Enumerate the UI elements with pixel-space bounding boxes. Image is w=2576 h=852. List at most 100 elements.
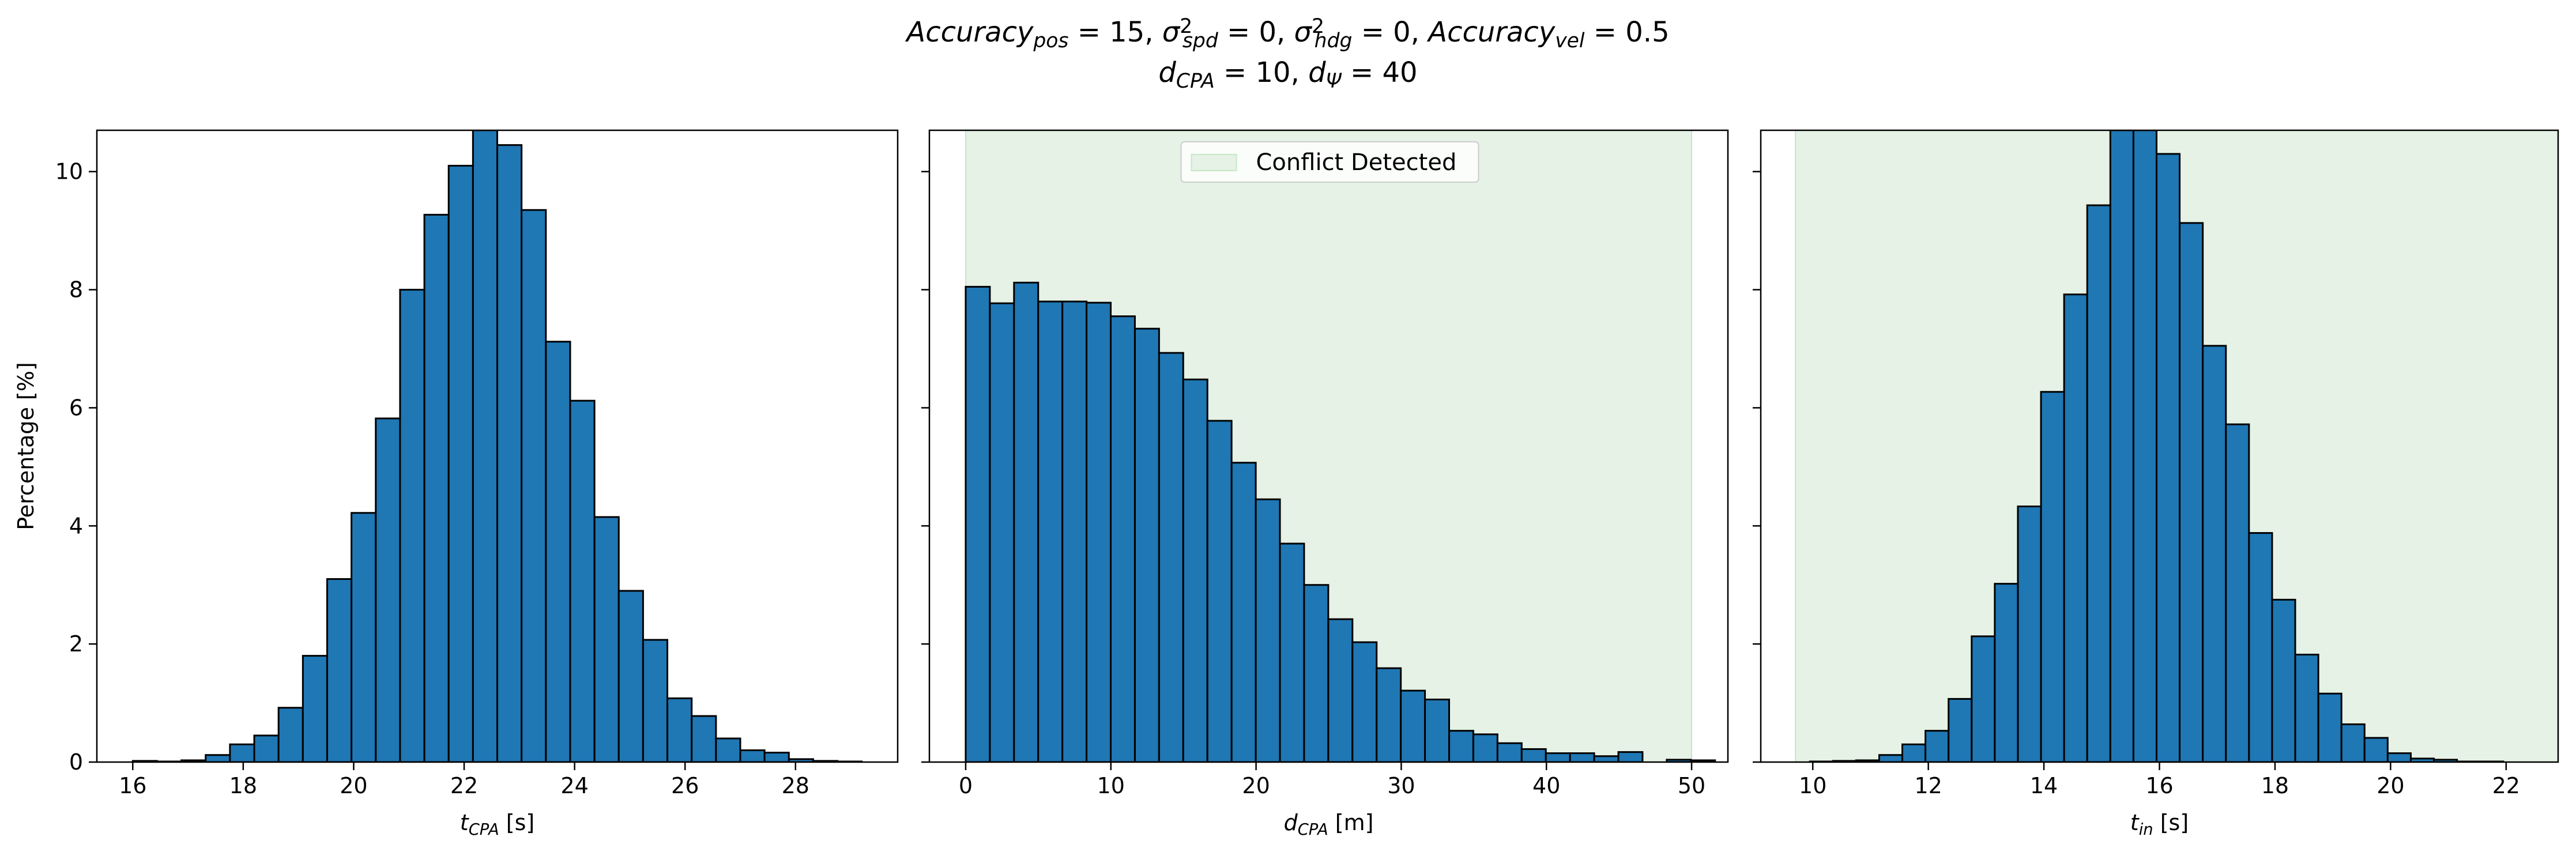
x-tick-label: 18	[229, 773, 257, 798]
histogram-bar	[1617, 751, 1644, 762]
histogram-bar	[423, 213, 450, 762]
chart-panel-dcpa: 0 10 20 30 40 50 dCPA [m] Conflict Detected	[921, 129, 1729, 839]
histogram-bar	[1351, 641, 1378, 762]
histogram-bar	[1971, 635, 1996, 762]
histogram-bar	[2132, 130, 2157, 762]
histogram-bar	[1133, 327, 1160, 762]
histogram-bar	[2063, 293, 2088, 762]
legend-box	[1180, 141, 1479, 183]
histogram-bar	[1690, 759, 1716, 762]
histogram-bar	[1878, 754, 1904, 762]
histogram-bar	[1569, 752, 1595, 762]
y-tick-label: 8	[69, 277, 83, 303]
histogram-bar	[1472, 733, 1498, 762]
histogram-bar	[496, 144, 523, 762]
histogram-bar	[1037, 300, 1064, 762]
y-tick-label: 4	[69, 513, 83, 538]
histogram-bar	[545, 341, 571, 762]
x-tick-label: 20	[2377, 773, 2404, 798]
x-axis-label: tin [s]	[2130, 810, 2189, 839]
histogram-bar	[1013, 281, 1040, 762]
histogram-bar	[2317, 692, 2342, 762]
histogram-bar	[1327, 618, 1354, 762]
x-tick-label: 16	[119, 773, 146, 798]
y-tick-label: 6	[69, 395, 83, 420]
x-tick-label: 12	[1914, 773, 1942, 798]
x-tick-label: 40	[1532, 773, 1560, 798]
histogram-bar	[763, 752, 790, 762]
histogram-bar	[1158, 352, 1184, 762]
legend-label: Conflict Detected	[1256, 149, 1457, 176]
histogram-bar	[326, 578, 353, 762]
histogram-bar	[1545, 752, 1571, 762]
histogram-bar	[1110, 315, 1136, 762]
histogram-bar	[2248, 532, 2273, 762]
histogram-bar	[1376, 667, 1402, 762]
x-tick-label: 30	[1387, 773, 1415, 798]
x-tick-label: 14	[2030, 773, 2058, 798]
x-tick-label: 50	[1678, 773, 1705, 798]
histogram-bar	[1448, 730, 1474, 762]
histogram-bar	[2340, 723, 2366, 762]
histogram-bar	[1925, 730, 1950, 762]
histogram-bar	[277, 707, 304, 762]
histogram-bar	[1593, 755, 1620, 762]
histogram-bar	[715, 737, 741, 762]
y-tick-label: 2	[69, 631, 83, 657]
x-tick-label: 22	[2492, 773, 2520, 798]
histogram-bar	[521, 209, 547, 762]
y-axis-label: Percentage [%]	[13, 362, 39, 530]
histogram-bar	[2086, 204, 2111, 762]
histogram-bar	[1182, 378, 1208, 762]
figure-title-line-2: dCPA = 10, dΨ = 40	[1158, 56, 1417, 93]
x-tick-label: 28	[782, 773, 809, 798]
x-tick-label: 10	[1799, 773, 1826, 798]
histogram-bar	[2017, 505, 2042, 762]
x-tick-label: 26	[671, 773, 699, 798]
histogram-bar	[1303, 584, 1330, 762]
x-tick-label: 24	[560, 773, 588, 798]
legend: Conflict Detected	[1180, 141, 1479, 183]
histogram-bar	[351, 512, 377, 762]
axes-frame	[96, 129, 899, 763]
axes-frame	[928, 129, 1729, 763]
histogram-bar	[1520, 748, 1547, 762]
y-tick-label: 0	[69, 749, 83, 775]
x-axis-label: dCPA [m]	[1284, 810, 1374, 839]
histogram-bar	[229, 743, 255, 762]
histogram-bar	[593, 516, 620, 762]
histogram-bar	[1086, 301, 1112, 762]
histogram-bar	[691, 715, 717, 762]
histogram-bar	[666, 697, 693, 762]
histogram-bar	[1255, 498, 1281, 762]
histogram-bar	[569, 399, 596, 762]
histogram-bar	[2109, 130, 2134, 762]
histogram-bar	[642, 639, 669, 762]
x-tick-label: 10	[1097, 773, 1125, 798]
legend-swatch	[1191, 154, 1237, 171]
histogram-bar	[1901, 743, 1927, 762]
histogram-bar	[965, 285, 991, 762]
histogram-bar	[2225, 423, 2250, 762]
histogram-bar	[1994, 583, 2019, 762]
histogram-bar	[1230, 462, 1257, 762]
histogram-bar	[1424, 698, 1451, 762]
x-tick-label: 20	[1242, 773, 1270, 798]
histogram-bar	[1206, 420, 1233, 762]
histogram-bar	[375, 417, 401, 762]
figure-title-line-1: Accuracypos = 15, σ2 spd = 0, σ2 hdg = 0, …	[905, 15, 1669, 52]
histogram-bar	[2202, 345, 2227, 762]
histogram-bar	[2155, 153, 2181, 762]
histogram-bar	[1496, 742, 1523, 762]
histogram-bar	[2271, 598, 2296, 762]
histogram-bar	[739, 749, 766, 762]
histogram-bar	[2386, 752, 2412, 762]
histogram-bar	[1279, 542, 1305, 762]
histogram-bar	[399, 289, 425, 762]
histogram-bar	[617, 590, 644, 762]
y-tick-label: 10	[55, 159, 83, 184]
chart-panel-tin: 10 12 14 16 18 20 22 tin [s]	[1753, 129, 2559, 839]
histogram-bar	[447, 164, 474, 762]
